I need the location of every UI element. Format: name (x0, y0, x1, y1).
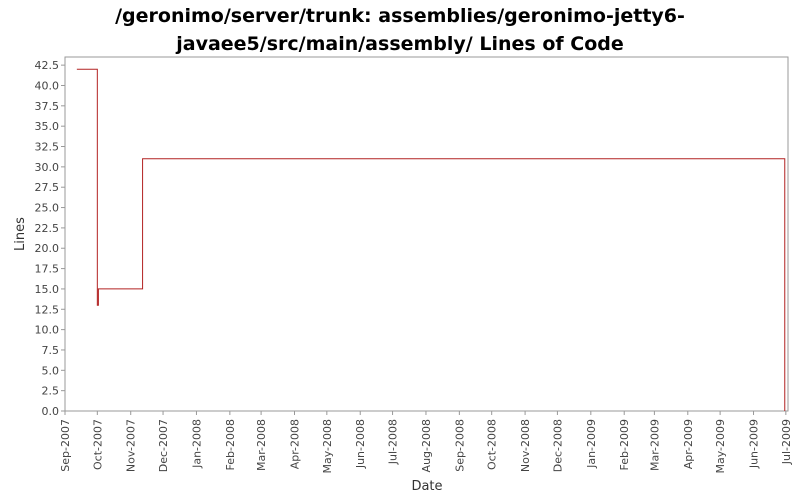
series-line-0 (76, 68, 786, 411)
chart-title-line1: /geronimo/server/trunk: assemblies/geron… (115, 5, 685, 27)
x-tick-label: Nov-2008 (519, 419, 532, 472)
y-tick-label: 10.0 (35, 324, 60, 337)
x-tick-label: Feb-2008 (224, 419, 237, 470)
y-tick-label: 5.0 (42, 364, 60, 377)
x-tick-label: Sep-2008 (453, 419, 466, 472)
x-tick-label: Mar-2009 (648, 419, 661, 471)
y-tick-label: 0.0 (42, 405, 60, 418)
x-tick-label: Apr-2008 (289, 419, 302, 469)
y-tick-label: 2.5 (42, 385, 60, 398)
y-tick-label: 37.5 (35, 100, 60, 113)
x-tick-label: Sep-2007 (59, 419, 72, 472)
chart-title: /geronimo/server/trunk: assemblies/geron… (0, 2, 800, 58)
y-tick-label: 17.5 (35, 263, 60, 276)
x-tick-label: Jan-2009 (585, 419, 598, 469)
x-axis-label: Date (411, 479, 442, 494)
x-tick-label: Jan-2008 (190, 419, 203, 469)
y-axis-label: Lines (13, 217, 28, 251)
chart-title-line2: javaee5/src/main/assembly/ Lines of Code (176, 33, 624, 55)
x-tick-label: Nov-2007 (125, 419, 138, 472)
x-tick-label: Dec-2008 (551, 419, 564, 472)
y-tick-label: 15.0 (35, 283, 60, 296)
y-tick-label: 32.5 (35, 141, 60, 154)
y-tick-label: 25.0 (35, 202, 60, 215)
y-tick-label: 30.0 (35, 161, 60, 174)
y-tick-label: 12.5 (35, 303, 60, 316)
y-tick-label: 35.0 (35, 120, 60, 133)
x-tick-label: Jun-2009 (748, 419, 761, 469)
plot-area (64, 56, 789, 412)
x-tick-label: Feb-2009 (618, 419, 631, 470)
x-tick-label: Aug-2008 (420, 419, 433, 472)
y-axis: 0.0 2.5 5.0 7.5 10.0 12.5 15.0 17.5 20.0 22.5 25.0… (35, 59, 65, 418)
y-tick-label: 20.0 (35, 242, 60, 255)
y-tick-label: 22.5 (35, 222, 60, 235)
x-tick-label: Jul-2008 (387, 419, 400, 465)
y-tick-label: 7.5 (42, 344, 60, 357)
series-group (76, 68, 786, 411)
y-tick-label: 42.5 (35, 59, 60, 72)
x-tick-label: May-2008 (321, 419, 334, 474)
x-tick-label: Dec-2007 (157, 419, 170, 472)
x-tick-label: Jul-2009 (780, 419, 793, 465)
x-tick-label: Apr-2009 (682, 419, 695, 469)
x-tick-label: Jun-2008 (354, 419, 367, 469)
x-tick-label: Oct-2008 (486, 419, 499, 470)
y-tick-label: 27.5 (35, 181, 60, 194)
x-tick-label: Mar-2008 (255, 419, 268, 471)
x-tick-label: May-2009 (714, 419, 727, 474)
x-tick-label: Oct-2007 (91, 419, 104, 470)
y-tick-label: 40.0 (35, 79, 60, 92)
x-axis: Sep-2007 Oct-2007 Nov-2007 Dec-2007 Jan-2008… (59, 411, 793, 474)
